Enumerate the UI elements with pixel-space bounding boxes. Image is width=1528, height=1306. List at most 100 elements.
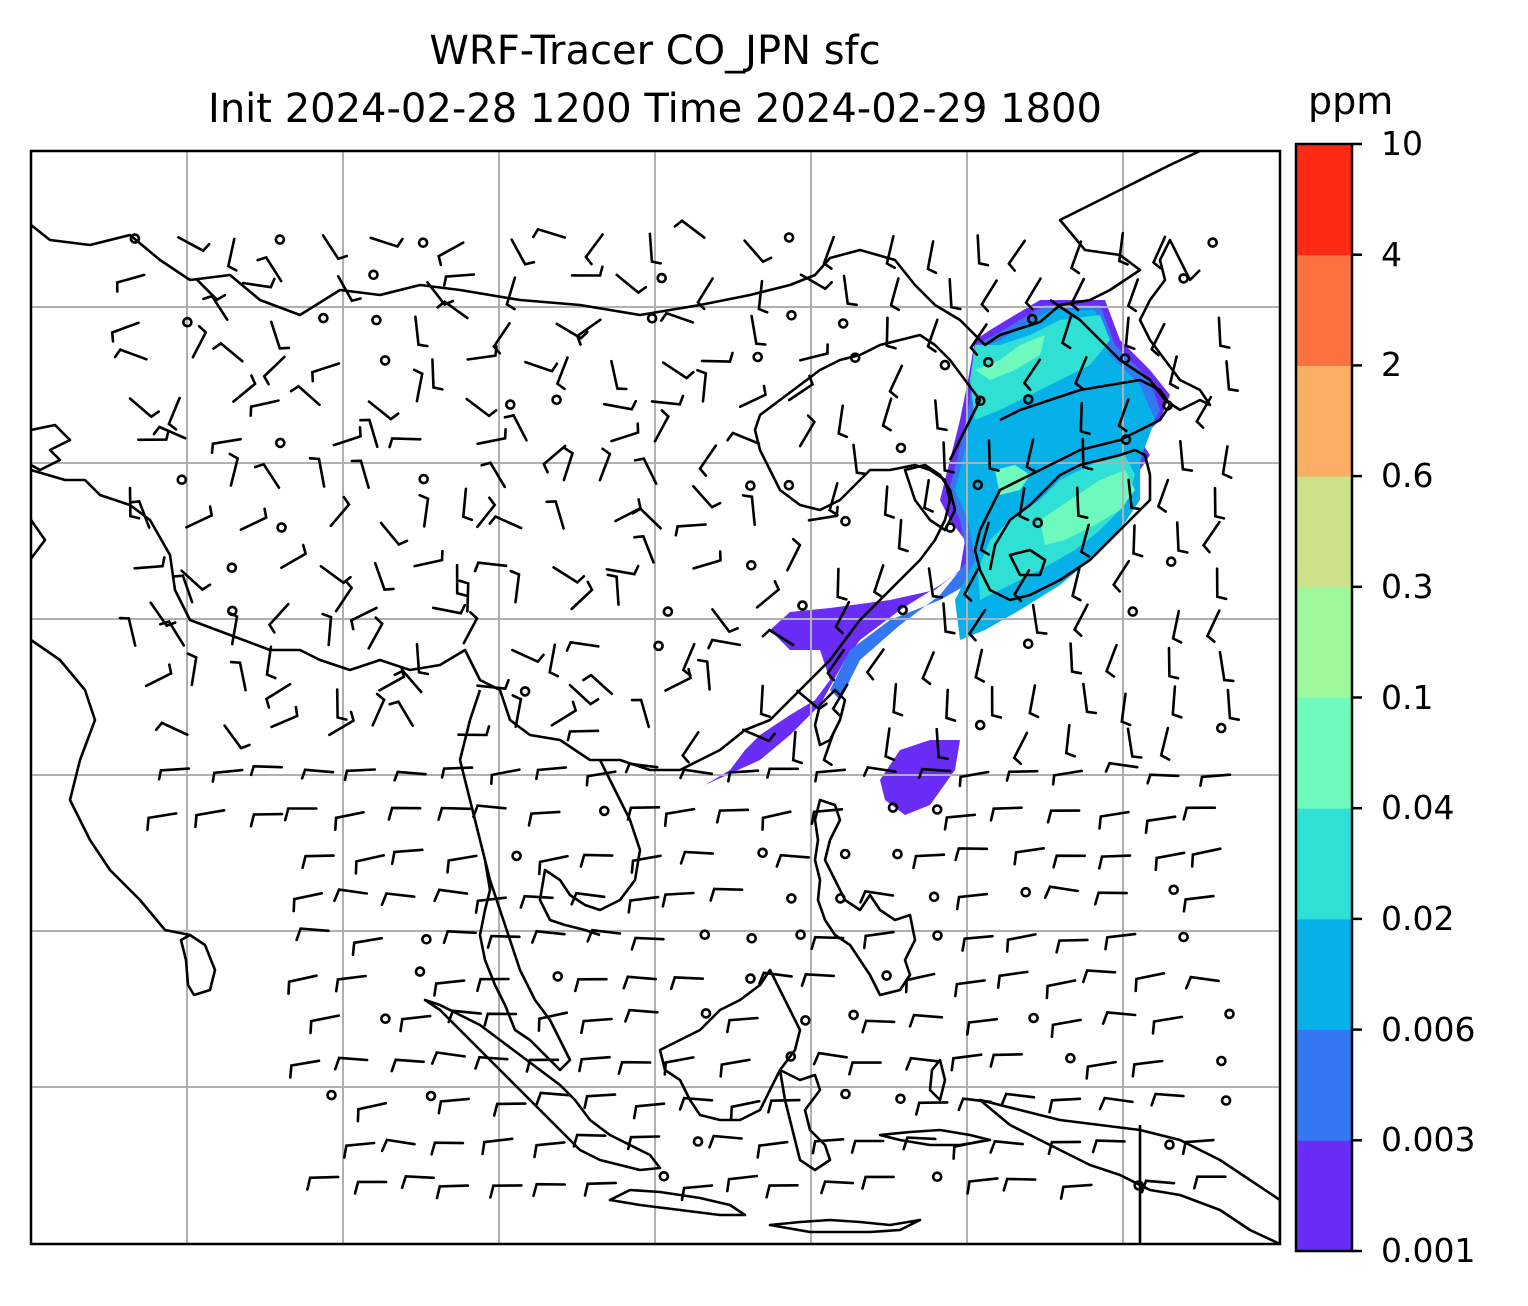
wind-barb <box>369 236 404 249</box>
calm-marker <box>745 973 756 984</box>
map-frame <box>29 149 1282 1246</box>
wind-barb <box>437 1097 470 1115</box>
wind-barb <box>167 396 181 431</box>
wind-barb <box>115 273 146 293</box>
wind-barb <box>1081 437 1094 471</box>
wind-barb <box>921 651 935 686</box>
wind-barb <box>292 892 323 913</box>
wind-barb <box>1012 731 1029 766</box>
wind-barb <box>367 616 384 650</box>
wind-barb <box>1218 651 1235 683</box>
wind-barb <box>191 325 208 359</box>
wind-barb <box>128 486 141 520</box>
calm-marker <box>646 312 658 324</box>
calm-marker <box>848 1009 859 1021</box>
wind-barb <box>1117 398 1130 433</box>
calm-marker <box>1165 556 1177 568</box>
wind-barb <box>1117 231 1129 266</box>
wind-barb <box>334 811 365 832</box>
wind-barb <box>1071 567 1082 602</box>
wind-barb <box>775 853 811 868</box>
colorbar-band <box>1296 808 1352 920</box>
wind-barb <box>663 807 696 827</box>
calm-marker <box>1120 434 1132 445</box>
wind-barb <box>210 437 242 454</box>
calm-marker <box>928 891 940 903</box>
colorbar-tick-label: 10 <box>1381 124 1423 163</box>
wind-barb <box>129 500 151 529</box>
wind-barb <box>796 689 828 711</box>
wind-barb <box>865 648 885 681</box>
wind-barb <box>228 452 240 487</box>
wind-barb <box>663 1056 695 1076</box>
wind-barb <box>1171 609 1183 644</box>
wind-barb <box>1098 854 1132 870</box>
calm-marker <box>840 515 851 527</box>
wind-barb <box>905 1056 940 1071</box>
gridlines <box>31 151 1280 1244</box>
wind-barb <box>692 485 722 509</box>
wind-barb <box>226 237 238 272</box>
calm-marker <box>1119 353 1131 364</box>
calm-marker <box>700 1008 712 1019</box>
wind-barb <box>1069 240 1083 275</box>
wind-barb <box>466 345 498 361</box>
calm-marker <box>1164 1139 1175 1150</box>
wind-barb <box>575 318 602 346</box>
wind-barb <box>912 853 946 870</box>
wind-barb <box>632 1102 666 1120</box>
wind-barb <box>709 887 744 902</box>
wind-barb <box>462 611 479 645</box>
colorbar-band <box>1296 697 1352 809</box>
wind-barb <box>1098 810 1130 830</box>
calm-marker <box>129 233 141 244</box>
wind-barb <box>329 495 351 528</box>
wind-barb <box>172 574 194 604</box>
wind-barb <box>1159 726 1171 761</box>
wind-barb <box>626 806 661 821</box>
wind-barb <box>1105 643 1118 678</box>
calm-marker <box>786 893 797 904</box>
wind-barb <box>319 564 352 585</box>
wind-barb <box>1013 847 1046 866</box>
wind-barb <box>1213 486 1226 520</box>
wind-barb <box>631 507 662 530</box>
wind-barb <box>943 813 977 831</box>
wind-barb <box>437 241 465 267</box>
wind-barb <box>1150 1092 1185 1107</box>
colorbar-frame <box>1294 142 1354 1253</box>
wind-barb <box>661 361 695 380</box>
calm-marker <box>1022 638 1034 650</box>
wind-barb <box>414 315 429 348</box>
wind-barb <box>154 721 189 736</box>
wind-barb <box>1151 235 1167 270</box>
wind-barb <box>446 854 478 874</box>
wind-barb <box>1226 688 1240 721</box>
wind-barb <box>622 975 657 990</box>
calm-marker <box>800 1015 811 1026</box>
wind-barb <box>256 255 283 283</box>
calm-marker <box>1026 313 1038 325</box>
wind-barb <box>627 895 660 914</box>
wind-barb <box>212 341 244 363</box>
wind-barb <box>1215 567 1228 601</box>
chart-subtitle: Init 2024-02-28 1200 Time 2024-02-29 180… <box>208 86 1102 132</box>
wind-barb <box>545 500 565 530</box>
wind-barb <box>415 643 430 676</box>
calm-marker <box>511 850 522 862</box>
colorbar-tick-label: 4 <box>1381 234 1402 274</box>
colorbar-unit-label: ppm <box>1308 79 1394 123</box>
wind-barb <box>1126 727 1143 759</box>
wind-barb <box>738 384 767 408</box>
wind-barb <box>473 561 508 573</box>
wind-barb <box>820 1180 855 1195</box>
calm-marker <box>425 1090 437 1102</box>
calm-marker <box>1216 722 1227 734</box>
wind-barb <box>525 1058 560 1073</box>
calm-marker <box>974 719 986 731</box>
calm-marker <box>1020 886 1031 898</box>
wind-barb <box>1050 1018 1082 1038</box>
wind-barb <box>917 767 952 779</box>
wind-barb <box>387 806 422 821</box>
wind-barb <box>144 663 173 688</box>
